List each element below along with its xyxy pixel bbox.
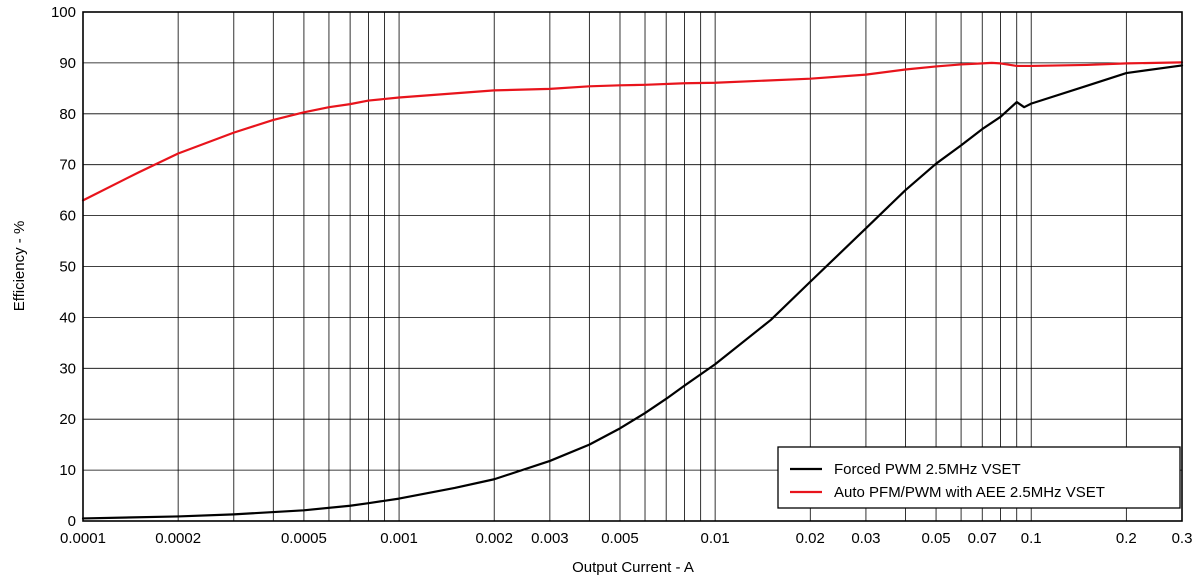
x-tick-label: 0.001 [380, 530, 418, 547]
x-tick-label: 0.05 [921, 530, 950, 547]
y-tick-label: 70 [59, 157, 76, 174]
series-line-auto-pfm-pwm [81, 61, 1184, 202]
x-tick-label: 0.01 [701, 530, 730, 547]
x-tick-labels: 0.0001 0.0002 0.0005 0.001 0.002 0.003 0.005 0.… [60, 530, 1192, 547]
x-tick-label: 0.0001 [60, 530, 106, 547]
x-tick-label: 0.0002 [155, 530, 201, 547]
y-tick-labels: 0 10 20 30 40 50 60 70 80 90 100 [51, 4, 76, 530]
series-layer [81, 61, 1184, 520]
y-tick-label: 40 [59, 309, 76, 326]
y-tick-label: 60 [59, 208, 76, 225]
legend-box [777, 446, 1181, 509]
x-tick-label: 0.02 [796, 530, 825, 547]
y-axis-title: Efficiency - % [11, 221, 28, 312]
x-tick-label: 0.1 [1021, 530, 1042, 547]
legend-label-auto-pfm-pwm: Auto PFM/PWM with AEE 2.5MHz VSET [834, 484, 1105, 501]
y-tick-label: 100 [51, 4, 76, 21]
y-tick-label: 30 [59, 360, 76, 377]
x-tick-label: 0.005 [601, 530, 639, 547]
x-tick-label: 0.002 [475, 530, 513, 547]
y-tick-label: 10 [59, 462, 76, 479]
y-tick-label: 20 [59, 411, 76, 428]
x-tick-label: 0.2 [1116, 530, 1137, 547]
series-line-forced-pwm [81, 64, 1184, 520]
y-tick-label: 0 [68, 513, 76, 530]
y-tick-label: 50 [59, 259, 76, 276]
legend: Forced PWM 2.5MHz VSET Auto PFM/PWM with… [777, 446, 1181, 509]
y-tick-label: 90 [59, 55, 76, 72]
x-tick-label: 0.0005 [281, 530, 327, 547]
x-axis-title: Output Current - A [572, 559, 694, 576]
legend-label-forced-pwm: Forced PWM 2.5MHz VSET [834, 461, 1021, 478]
x-tick-label: 0.003 [531, 530, 569, 547]
plot-frame [82, 11, 1183, 522]
x-tick-label: 0.03 [851, 530, 880, 547]
grid [82, 11, 1183, 522]
x-tick-label: 0.07 [968, 530, 997, 547]
x-tick-label: 0.3 [1172, 530, 1193, 547]
y-tick-label: 80 [59, 106, 76, 123]
